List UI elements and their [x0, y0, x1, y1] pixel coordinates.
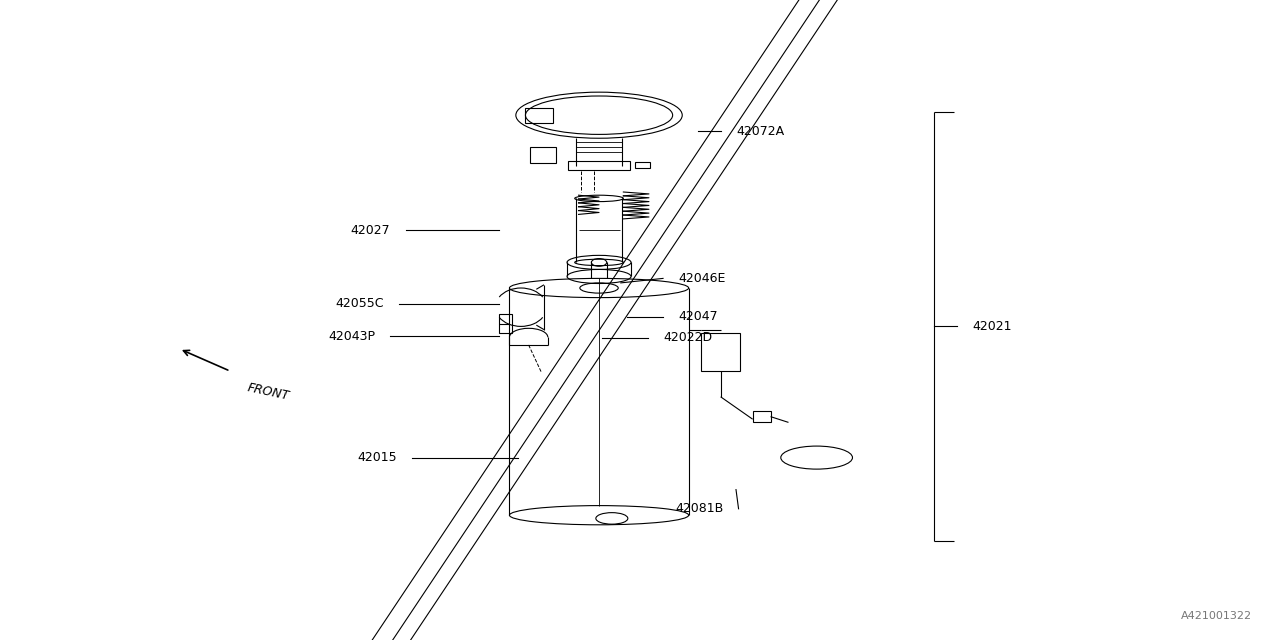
- Bar: [701, 333, 740, 371]
- Text: 42046E: 42046E: [678, 272, 726, 285]
- Bar: [635, 162, 650, 168]
- Text: A421001322: A421001322: [1180, 611, 1252, 621]
- Bar: [530, 147, 556, 163]
- Text: 42043P: 42043P: [328, 330, 375, 342]
- Bar: [499, 314, 512, 333]
- Bar: [753, 411, 771, 422]
- Text: 42072A: 42072A: [736, 125, 785, 138]
- Text: 42055C: 42055C: [335, 298, 384, 310]
- Text: 42027: 42027: [351, 224, 390, 237]
- Bar: [568, 161, 630, 170]
- Text: FRONT: FRONT: [246, 381, 291, 403]
- Text: 42081B: 42081B: [675, 502, 723, 515]
- Text: 42022D: 42022D: [663, 332, 712, 344]
- Text: 42015: 42015: [357, 451, 397, 464]
- Text: 42047: 42047: [678, 310, 718, 323]
- Bar: [525, 108, 553, 123]
- Text: 42021: 42021: [973, 320, 1012, 333]
